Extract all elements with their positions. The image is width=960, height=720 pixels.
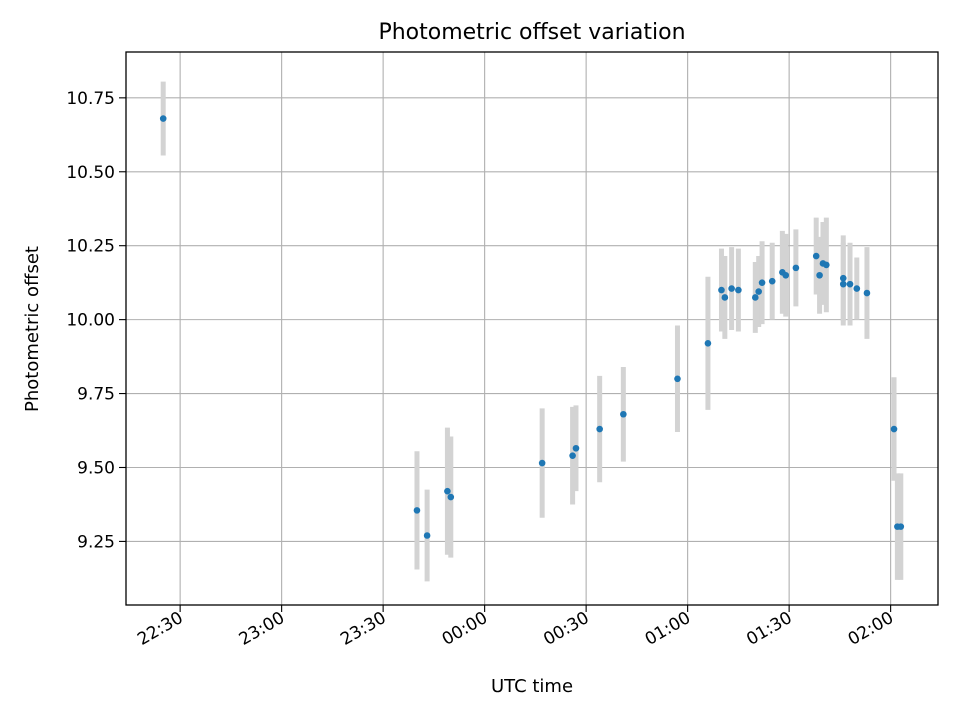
data-point — [538, 459, 546, 467]
data-point — [752, 294, 759, 301]
data-point — [620, 410, 627, 418]
y-tick-label: 9.75 — [77, 385, 115, 405]
data-point — [897, 523, 905, 530]
y-tick-label: 10.50 — [66, 163, 115, 183]
grid — [126, 52, 938, 605]
data-point — [721, 294, 729, 301]
y-tick-label: 10.75 — [66, 89, 115, 109]
data-point — [792, 264, 800, 272]
data-point — [735, 286, 742, 294]
chart-title: Photometric offset variation — [378, 20, 685, 45]
y-tick-label: 9.25 — [77, 532, 115, 552]
data-point — [823, 261, 830, 269]
data-point — [569, 452, 576, 459]
data-point — [444, 487, 451, 495]
data-point — [863, 289, 871, 297]
data-point — [447, 493, 455, 501]
data-point — [572, 444, 580, 452]
data-point — [413, 507, 421, 514]
data-point — [674, 375, 681, 383]
data-point — [704, 339, 712, 347]
y-axis-label: Photometric offset — [22, 246, 43, 412]
data-points — [159, 115, 905, 539]
data-point — [839, 280, 847, 288]
data-point — [846, 280, 854, 288]
data-point — [423, 532, 431, 539]
data-point — [596, 425, 603, 433]
data-point — [812, 252, 820, 260]
y-tick-label: 10.25 — [66, 237, 115, 257]
data-point — [159, 115, 167, 122]
data-point — [839, 274, 847, 282]
data-point — [755, 288, 762, 295]
x-axis-label: UTC time — [491, 676, 573, 697]
data-point — [816, 271, 823, 279]
data-point — [782, 271, 790, 279]
data-point — [728, 285, 735, 292]
data-point — [718, 286, 725, 294]
y-tick-label: 10.00 — [66, 311, 115, 331]
plot-area-frame — [125, 51, 939, 606]
data-point — [758, 279, 766, 286]
data-point — [768, 277, 776, 285]
y-tick-label: 9.50 — [77, 458, 115, 478]
data-point — [853, 285, 861, 292]
y-axis-ticks: 9.25 9.50 9.75 10.00 10.25 10.50 10.75 — [66, 89, 126, 552]
data-point — [890, 425, 898, 433]
